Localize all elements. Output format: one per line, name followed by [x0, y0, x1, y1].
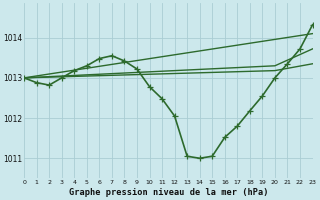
X-axis label: Graphe pression niveau de la mer (hPa): Graphe pression niveau de la mer (hPa)	[68, 188, 268, 197]
